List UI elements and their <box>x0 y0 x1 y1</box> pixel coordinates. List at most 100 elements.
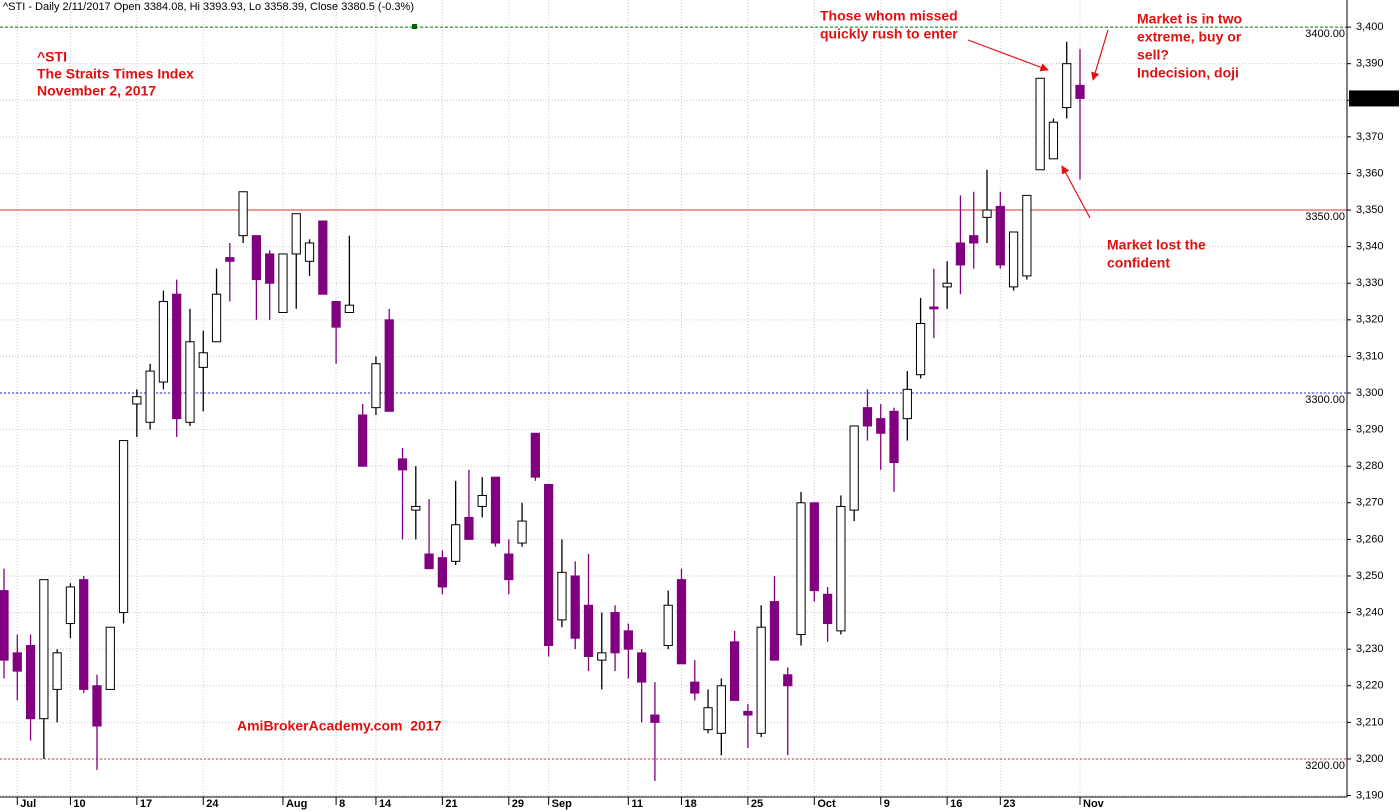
candle-body <box>929 306 939 310</box>
candle-body <box>783 674 793 687</box>
candle-body <box>477 494 487 507</box>
candle-body <box>118 440 129 614</box>
candle-body <box>79 579 89 690</box>
annotation-line: ^STI <box>37 49 67 65</box>
candle-body <box>265 253 275 284</box>
candle-body <box>583 604 594 657</box>
candle-body <box>915 322 926 376</box>
y-tick-label: 3,270 <box>1356 497 1384 509</box>
candle-body <box>557 571 567 621</box>
candle-body <box>637 652 647 683</box>
candles <box>0 41 1085 781</box>
x-tick-label: Aug <box>286 798 307 810</box>
candle-body <box>451 524 461 562</box>
y-tick-label: 3,260 <box>1356 533 1384 545</box>
candle-body <box>862 407 873 427</box>
y-tick-label: 3,300 <box>1356 387 1384 399</box>
x-tick-label: 17 <box>140 798 152 810</box>
candle-body <box>902 388 912 420</box>
level-label: 3350.00 <box>1305 211 1345 223</box>
y-tick-label: 3,360 <box>1356 167 1384 179</box>
candle-body <box>982 209 992 218</box>
y-tick-label: 3,240 <box>1356 606 1384 618</box>
candle-body <box>132 396 142 405</box>
candle-body <box>0 590 9 661</box>
arrow <box>1061 165 1091 219</box>
candle-body <box>743 710 753 716</box>
candle-body <box>65 586 76 625</box>
candle-body <box>504 553 514 581</box>
candle-body <box>198 352 208 368</box>
candle-body <box>849 425 859 511</box>
candle-body <box>397 458 408 471</box>
level-label: 3400.00 <box>1305 28 1345 40</box>
x-tick-label: 23 <box>1003 798 1015 810</box>
arrow <box>1091 29 1109 81</box>
candle-body <box>490 476 501 544</box>
candle-body <box>955 242 966 266</box>
candle-body <box>889 410 899 464</box>
level-label: 3200.00 <box>1305 760 1345 772</box>
candle-body <box>105 626 115 690</box>
annotation-line: Those whom missed <box>820 8 958 24</box>
x-tick-label: 14 <box>379 798 392 810</box>
candle-body <box>1035 77 1045 171</box>
candle-body <box>238 191 248 237</box>
annotation-line: The Straits Times Index <box>37 66 194 82</box>
candle-body <box>703 707 713 731</box>
y-tick-label: 3,390 <box>1356 58 1384 70</box>
ticks: 3,190 3,200 3,210 3,220 3,230 3,240 3,250 3,260… <box>16 21 1399 810</box>
marker-square <box>412 24 417 29</box>
x-tick-label: Jul <box>20 798 36 810</box>
candle-body <box>1048 121 1059 160</box>
candle-body <box>52 652 62 690</box>
candle-body <box>729 641 740 701</box>
candle-body <box>145 370 155 423</box>
x-tick-label: 9 <box>884 798 890 810</box>
annotation-line: Market lost the <box>1107 237 1206 253</box>
x-tick-label: Nov <box>1083 798 1105 810</box>
annotation-line: Indecision, doji <box>1137 65 1239 81</box>
header: ^STI - Daily 2/11/2017 Open 3384.08, Hi … <box>3 1 414 13</box>
candle-body <box>25 645 36 720</box>
y-tick-label: 3,250 <box>1356 570 1384 582</box>
candle-body <box>12 652 22 672</box>
candle-body <box>610 612 620 654</box>
candle-body <box>437 557 447 588</box>
x-tick-label: 11 <box>631 798 643 810</box>
candle-body <box>158 301 169 383</box>
candle-body <box>291 213 301 255</box>
y-tick-label: 3,340 <box>1356 241 1384 253</box>
candle-body <box>623 630 633 650</box>
candle-body <box>530 432 540 478</box>
candle-body <box>424 553 434 570</box>
candle-body <box>304 242 315 262</box>
candle-body <box>809 502 819 592</box>
candle-body <box>1008 231 1019 288</box>
y-tick-label: 3,200 <box>1356 753 1384 765</box>
y-tick-label: 3,310 <box>1356 350 1384 362</box>
candle-body <box>517 520 527 544</box>
watermark: AmiBrokerAcademy.com 2017 <box>237 718 442 734</box>
y-tick-label: 3,220 <box>1356 680 1384 692</box>
candle-body <box>251 235 262 281</box>
candle-body <box>411 505 421 511</box>
candle-body <box>371 363 381 409</box>
candle-body <box>822 593 833 625</box>
candle-body <box>544 483 554 647</box>
candle-body <box>185 341 195 423</box>
x-tick-label: 10 <box>73 798 85 810</box>
price-tag <box>1349 90 1399 107</box>
candle-body <box>384 319 394 412</box>
candle-body <box>836 505 846 632</box>
y-tick-label: 3,370 <box>1356 131 1384 143</box>
candle-body <box>358 414 368 467</box>
x-tick-label: 8 <box>339 798 345 810</box>
candle-body <box>663 604 673 647</box>
x-tick-label: 18 <box>684 798 696 810</box>
candle-body <box>1075 84 1085 99</box>
candle-body <box>1022 194 1032 277</box>
x-tick-label: 29 <box>512 798 524 810</box>
